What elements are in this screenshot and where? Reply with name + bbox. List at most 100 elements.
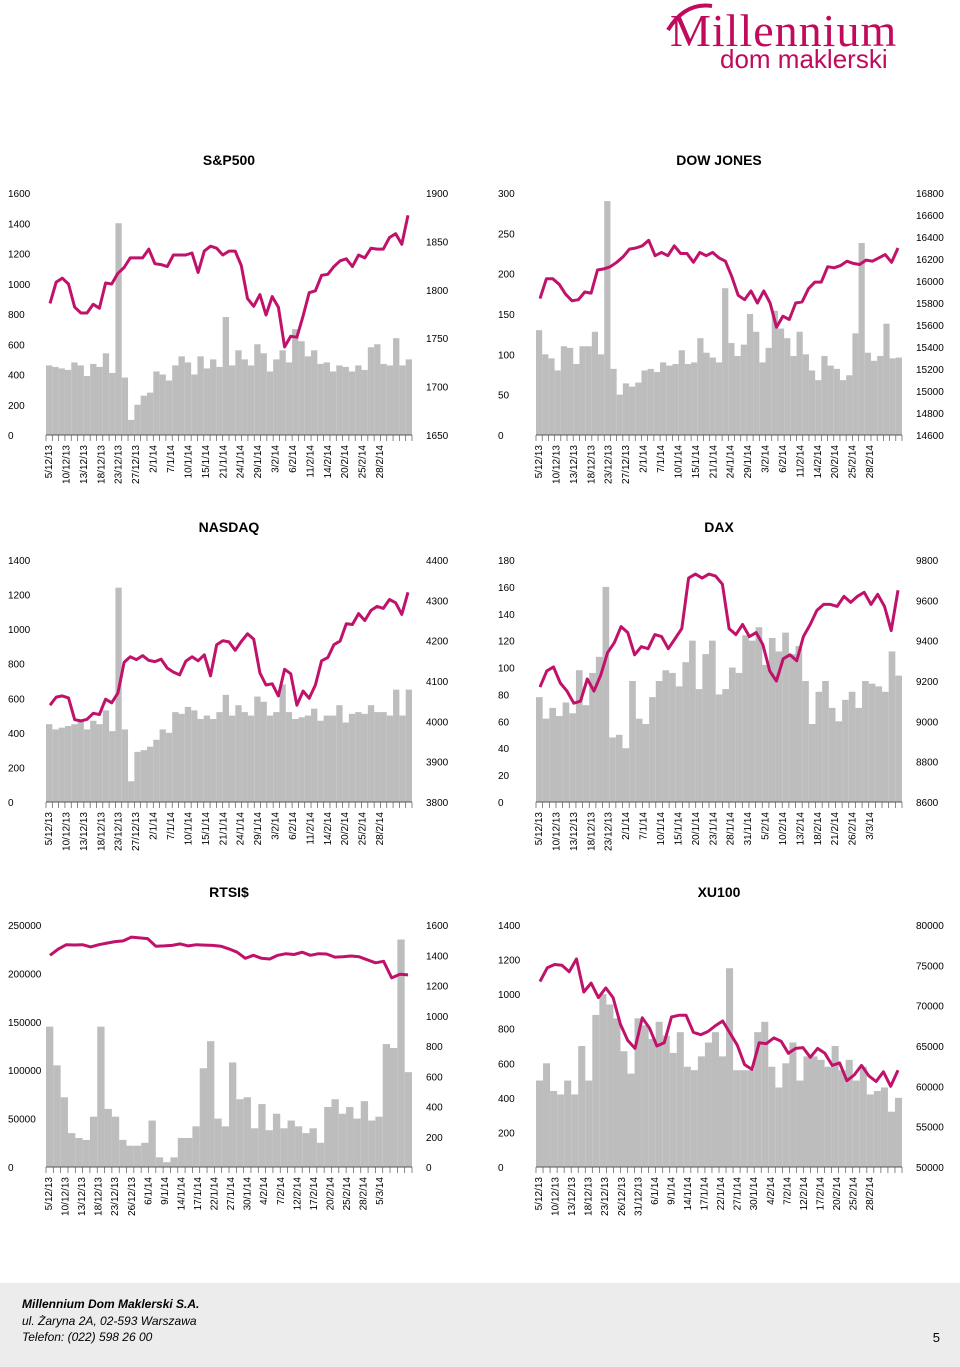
volume-bar: [835, 721, 843, 802]
volume-bar: [755, 627, 763, 802]
volume-bar: [828, 707, 836, 802]
volume-bar: [53, 1065, 61, 1167]
volume-bar: [229, 365, 236, 435]
volume-bar: [90, 363, 97, 435]
right-tick-label: 65000: [916, 1042, 944, 1053]
x-tick-label: 2/1/14: [621, 812, 632, 840]
x-tick-label: 10/12/13: [61, 1177, 72, 1216]
volume-bar: [691, 362, 698, 435]
x-tick-label: 12/2/14: [292, 1177, 303, 1211]
volume-bars: [536, 201, 902, 435]
company-logo: Millennium dom maklerski: [640, 0, 940, 90]
volume-bar: [317, 720, 324, 802]
chart-svg: DOW JONES 0 50 100 150 200 250 300 14600 14800 150…: [498, 152, 944, 484]
chart-nasdaq: NASDAQ 0 200 400 600 800 1000 1200 1400 3800 3900 4…: [0, 512, 460, 872]
right-tick-label: 14800: [916, 409, 944, 420]
volume-bar: [875, 686, 883, 802]
right-tick-label: 3900: [426, 758, 449, 769]
volume-bar: [789, 1042, 797, 1167]
page-number: 5: [932, 1330, 940, 1345]
volume-bar: [862, 681, 869, 802]
right-tick-label: 8800: [916, 758, 939, 769]
volume-bar: [348, 713, 356, 802]
x-tick-label: 14/1/14: [176, 1177, 187, 1211]
left-tick-label: 150000: [8, 1018, 42, 1029]
x-tick-label: 21/2/14: [830, 812, 841, 846]
volume-bar: [678, 350, 685, 435]
volume-bar: [877, 355, 884, 435]
volume-bar: [771, 310, 778, 435]
volume-bar: [855, 707, 863, 802]
volume-bar: [399, 365, 406, 435]
logo-tagline: dom maklerski: [720, 44, 888, 74]
volume-bar: [852, 333, 859, 435]
right-tick-label: 15600: [916, 321, 944, 332]
volume-bar: [331, 1099, 339, 1167]
left-tick-label: 400: [8, 371, 25, 382]
left-tick-label: 800: [8, 310, 25, 321]
x-tick-label: 6/2/14: [288, 812, 299, 840]
volume-bar: [170, 1157, 178, 1167]
left-tick-label: 80: [498, 690, 510, 701]
x-tick-label: 5/2/14: [761, 812, 772, 840]
volume-bar: [121, 729, 129, 802]
volume-bar: [260, 701, 267, 802]
volume-bar: [782, 1063, 790, 1167]
left-tick-label: 60: [498, 717, 510, 728]
volume-bar: [71, 362, 78, 435]
volume-bar: [141, 1142, 149, 1167]
volume-bar: [294, 1126, 303, 1167]
right-tick-label: 800: [426, 1042, 443, 1053]
right-tick-label: 70000: [916, 1002, 944, 1013]
left-tick-label: 300: [498, 189, 515, 200]
volume-bar: [382, 1044, 391, 1167]
volume-bar: [740, 344, 747, 435]
x-tick-label: 10/1/14: [183, 445, 194, 479]
left-tick-label: 0: [498, 431, 504, 442]
x-tick-label: 13/12/13: [77, 1177, 88, 1216]
volume-bar: [666, 365, 673, 435]
volume-bar: [148, 1120, 156, 1167]
x-tick-label: 12/2/14: [799, 1177, 810, 1211]
x-tick-label: 3/2/14: [761, 445, 772, 473]
x-tick-label: 26/12/13: [127, 1177, 138, 1216]
volume-bar: [684, 364, 692, 435]
volume-bar: [197, 356, 204, 435]
right-tick-label: 4200: [426, 637, 449, 648]
x-tick-label: 10/1/14: [656, 812, 667, 846]
x-tick-label: 6/1/14: [143, 1177, 154, 1205]
volume-bar: [67, 1133, 76, 1167]
x-tick-label: 28/2/14: [865, 445, 876, 479]
volume-bar: [390, 1047, 398, 1167]
volume-bar: [374, 344, 381, 435]
volume-bar: [361, 369, 368, 435]
volume-bar: [768, 1066, 776, 1167]
volume-bar: [250, 1128, 259, 1167]
footer: Millennium Dom Maklerski S.A. ul. Żaryna…: [0, 1283, 960, 1367]
volume-bar: [316, 1142, 325, 1167]
volume-bar: [622, 748, 630, 802]
x-tick-label: 10/12/13: [61, 812, 72, 851]
volume-bar: [672, 364, 679, 435]
x-tick-label: 10/12/13: [551, 1177, 562, 1216]
volume-bar: [254, 344, 261, 435]
x-tick-label: 13/12/13: [569, 812, 580, 851]
right-tick-label: 4300: [426, 596, 449, 607]
left-tick-label: 200: [8, 763, 25, 774]
volume-bar: [140, 395, 147, 435]
volume-bar: [775, 1087, 783, 1167]
volume-bar: [329, 371, 337, 435]
volume-bar: [191, 374, 198, 435]
volume-bar: [702, 654, 710, 802]
volume-bar: [775, 651, 783, 802]
volume-bar: [397, 939, 405, 1167]
left-tick-label: 1400: [8, 219, 31, 230]
volume-bars: [46, 223, 412, 435]
chart-svg: S&P500 0 200 400 600 800 1000 1200 1400 1600 1650 1…: [8, 152, 449, 484]
x-tick-label: 23/12/13: [604, 812, 615, 851]
x-tick-label: 18/2/14: [813, 812, 824, 846]
volume-bar: [784, 338, 791, 435]
volume-bar: [676, 1032, 684, 1167]
volume-bar: [589, 672, 596, 802]
volume-bar: [662, 670, 670, 802]
